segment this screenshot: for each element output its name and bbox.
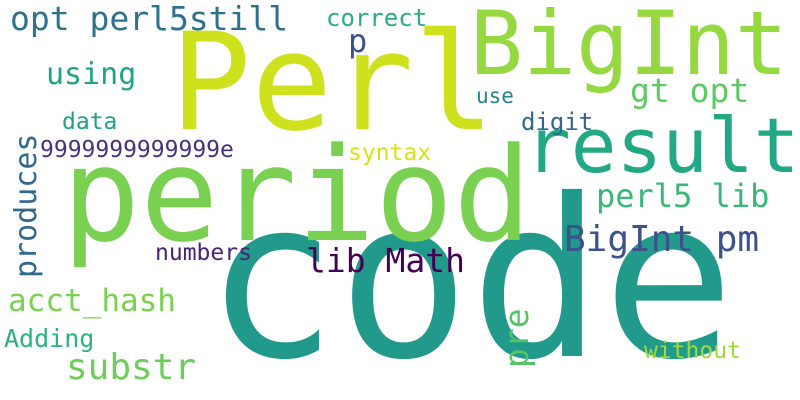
word-numbers: numbers — [155, 240, 252, 266]
word-acct-hash: acct_hash — [8, 283, 176, 319]
word-bigint-pm: BigInt pm — [564, 219, 760, 260]
word-p: p — [348, 22, 368, 60]
word-digit: digit — [521, 108, 594, 136]
word-data: data — [62, 109, 118, 135]
word-pre: pre — [497, 308, 536, 368]
word-period: period — [62, 119, 532, 271]
word-adding: Adding — [4, 324, 95, 353]
word-perl: Perl — [170, 4, 496, 161]
word-opt-perl5still: opt perl5still — [10, 0, 289, 38]
word-lib-math: lib Math — [306, 241, 465, 280]
word-using: using — [46, 57, 137, 92]
word-use: use — [476, 84, 514, 108]
word-correct: correct — [326, 4, 428, 32]
word-bigint: BigInt — [470, 0, 788, 95]
word-syntax: syntax — [348, 140, 432, 166]
word-gt-opt: gt opt — [630, 71, 750, 110]
word-code: code — [205, 152, 735, 400]
word-nines: 9999999999999e — [40, 137, 234, 163]
word-without: without — [644, 338, 741, 364]
word-substr: substr — [66, 347, 197, 388]
word-produces: produces — [9, 133, 44, 279]
word-perl5-lib: perl5 lib — [596, 177, 770, 215]
word-result: result — [525, 101, 800, 190]
